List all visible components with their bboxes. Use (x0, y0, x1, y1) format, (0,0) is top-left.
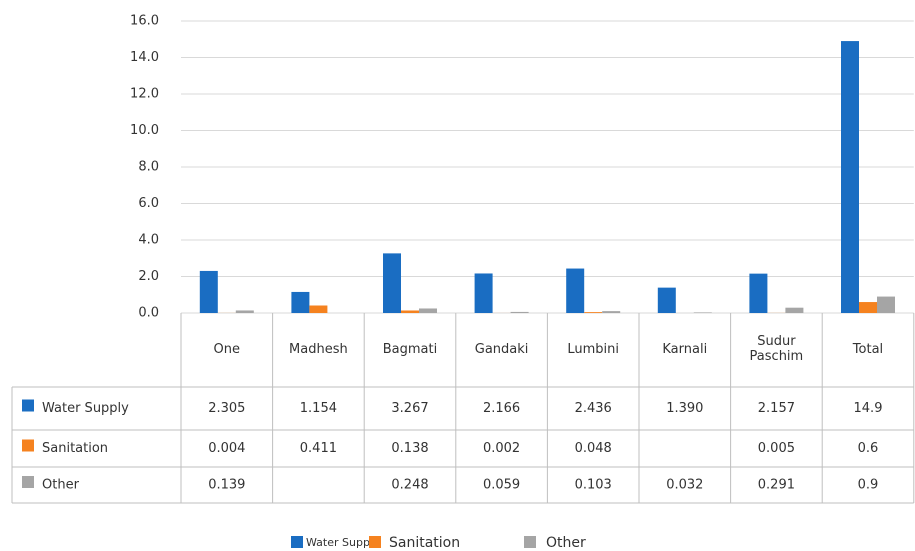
category-cell: Lumbini (567, 341, 619, 357)
table-value: 2.305 (208, 401, 245, 416)
y-tick-label: 10.0 (130, 123, 159, 138)
y-tick-label: 8.0 (138, 160, 159, 175)
table-row-label: Other (42, 478, 80, 493)
table-value: 0.139 (208, 478, 245, 493)
x-tick-label: Sudur Paschim (749, 334, 804, 364)
table-value: 0.103 (575, 478, 612, 493)
legend-swatch (524, 536, 536, 548)
legend-swatch (22, 439, 34, 452)
category-cell: Madhesh (289, 341, 348, 357)
table-value: 0.248 (391, 478, 428, 493)
y-tick-label: 14.0 (130, 50, 159, 65)
category-cell: Gandaki (474, 341, 529, 357)
y-tick-label: 0.0 (138, 306, 159, 321)
category-cell: One (213, 341, 241, 357)
table-value: 0.9 (858, 478, 879, 493)
bar (584, 312, 603, 313)
bar (510, 311, 529, 313)
table-value: 1.154 (300, 401, 337, 416)
bar (749, 273, 768, 313)
bar (383, 253, 401, 313)
bar (841, 41, 859, 313)
x-tick-label: Karnali (662, 341, 708, 357)
bar (859, 302, 877, 313)
bar (693, 312, 712, 313)
category-cell: Total (852, 341, 884, 357)
y-tick-label: 6.0 (138, 196, 159, 211)
bar (419, 308, 437, 313)
legend-swatch (22, 476, 34, 488)
bar (474, 273, 493, 313)
table-value: 0.005 (758, 441, 795, 456)
table-value: 0.048 (575, 441, 612, 456)
legend-swatch (22, 399, 34, 412)
category-cell: Bagmati (382, 341, 438, 357)
legend-swatch (369, 536, 381, 548)
bar (602, 311, 621, 313)
bar (401, 310, 419, 313)
y-tick-label: 2.0 (138, 269, 159, 284)
table-value: 0.059 (483, 478, 520, 493)
table-value: 2.166 (483, 401, 520, 416)
category-cell: Sudur Paschim (749, 334, 804, 364)
category-cell: Karnali (662, 341, 708, 357)
x-tick-label: Bagmati (382, 341, 438, 357)
y-tick-label: 4.0 (138, 233, 159, 248)
legend-swatch (291, 536, 303, 548)
legend-label: Sanitation (389, 535, 460, 551)
legend-label: Other (546, 535, 586, 551)
table-value: 0.004 (208, 441, 245, 456)
table-value: 0.411 (300, 441, 337, 456)
x-tick-label: Madhesh (289, 341, 348, 357)
bar (291, 291, 310, 313)
bar (235, 310, 254, 313)
x-tick-label: Total (852, 341, 884, 357)
x-tick-label: Gandaki (474, 341, 529, 357)
bar (657, 287, 676, 313)
table-row-label: Sanitation (42, 441, 108, 456)
bar (309, 305, 328, 313)
bar (199, 270, 218, 313)
table-value: 14.9 (854, 401, 883, 416)
table-value: 0.138 (391, 441, 428, 456)
table-value: 2.436 (575, 401, 612, 416)
bar (877, 296, 895, 313)
y-tick-label: 12.0 (130, 87, 159, 102)
table-value: 0.291 (758, 478, 795, 493)
table-value: 0.6 (858, 441, 879, 456)
table-value: 0.032 (666, 478, 703, 493)
x-tick-label: Lumbini (567, 341, 619, 357)
table-value: 0.002 (483, 441, 520, 456)
x-tick-label: One (213, 341, 241, 357)
table-row-label: Water Supply (42, 401, 129, 416)
table-value: 3.267 (391, 401, 428, 416)
bar (785, 307, 804, 313)
table-value: 1.390 (666, 401, 703, 416)
bar (566, 268, 585, 313)
y-tick-label: 16.0 (130, 14, 159, 29)
legend-label: Water Supply (306, 536, 380, 549)
table-value: 2.157 (758, 401, 795, 416)
